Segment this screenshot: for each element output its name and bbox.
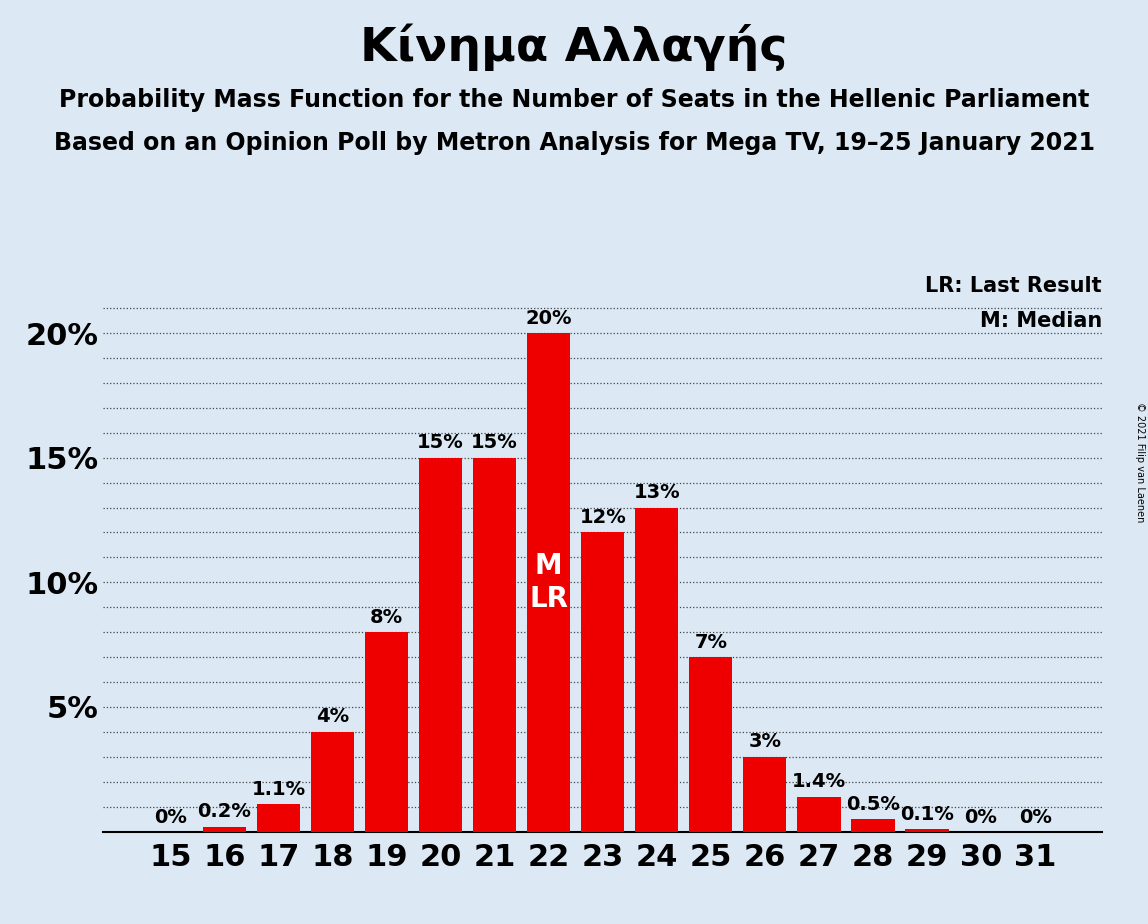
Text: Based on an Opinion Poll by Metron Analysis for Mega TV, 19–25 January 2021: Based on an Opinion Poll by Metron Analy…: [54, 131, 1094, 155]
Text: M: Median: M: Median: [980, 310, 1102, 331]
Bar: [365, 632, 409, 832]
Text: Probability Mass Function for the Number of Seats in the Hellenic Parliament: Probability Mass Function for the Number…: [59, 88, 1089, 112]
Text: 0%: 0%: [964, 808, 998, 827]
Text: 3%: 3%: [748, 733, 782, 751]
Bar: [852, 820, 894, 832]
Bar: [203, 827, 246, 832]
Text: 7%: 7%: [695, 633, 728, 651]
Bar: [635, 507, 678, 832]
Text: 12%: 12%: [580, 508, 626, 527]
Bar: [257, 804, 300, 832]
Bar: [311, 732, 354, 832]
Bar: [581, 532, 625, 832]
Text: © 2021 Filip van Laenen: © 2021 Filip van Laenen: [1135, 402, 1145, 522]
Bar: [689, 657, 732, 832]
Bar: [743, 757, 786, 832]
Text: 15%: 15%: [417, 433, 464, 452]
Bar: [906, 829, 948, 832]
Bar: [473, 457, 517, 832]
Text: 20%: 20%: [526, 309, 572, 328]
Bar: [527, 333, 571, 832]
Text: 0.1%: 0.1%: [900, 805, 954, 823]
Text: 1.1%: 1.1%: [251, 780, 305, 798]
Text: LR: Last Result: LR: Last Result: [925, 275, 1102, 296]
Text: 13%: 13%: [634, 483, 680, 502]
Text: Κίνημα Αλλαγής: Κίνημα Αλλαγής: [360, 23, 788, 70]
Text: 0%: 0%: [154, 808, 187, 827]
Text: 8%: 8%: [370, 608, 403, 626]
Text: 15%: 15%: [471, 433, 518, 452]
Text: 1.4%: 1.4%: [792, 772, 846, 791]
Bar: [419, 457, 463, 832]
Text: M
LR: M LR: [529, 553, 568, 613]
Bar: [797, 796, 840, 832]
Text: 0%: 0%: [1018, 808, 1052, 827]
Text: 0.5%: 0.5%: [846, 795, 900, 814]
Text: 4%: 4%: [316, 708, 349, 726]
Text: 0.2%: 0.2%: [197, 802, 251, 821]
